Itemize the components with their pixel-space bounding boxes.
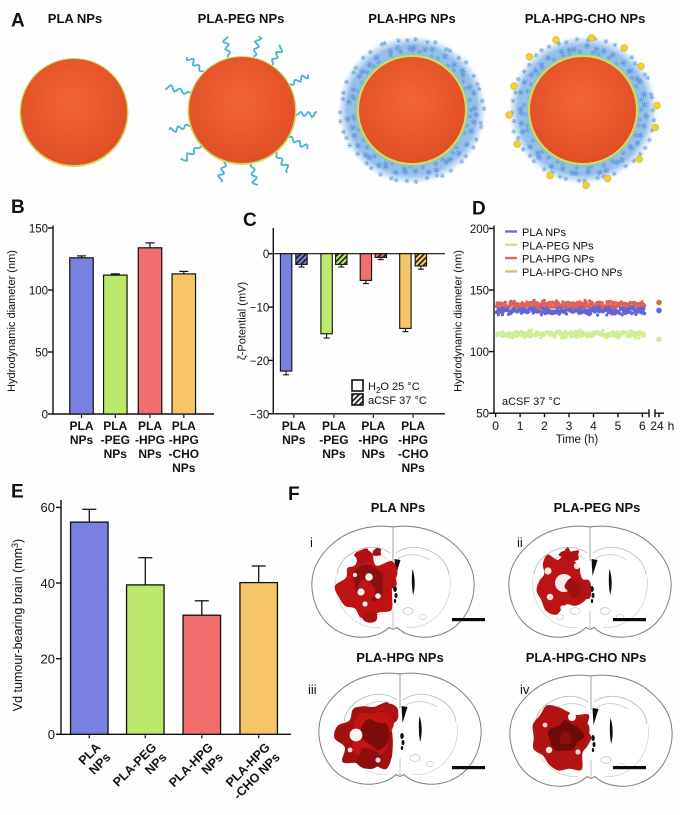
svg-text:PLA: PLA <box>70 419 94 433</box>
svg-text:PLA: PLA <box>361 419 385 433</box>
svg-text:−10: −10 <box>250 303 270 315</box>
svg-text:100: 100 <box>29 286 48 298</box>
svg-text:−30: −30 <box>250 409 270 421</box>
svg-text:24: 24 <box>650 419 664 433</box>
svg-text:Hydrodynamic diameter (nm): Hydrodynamic diameter (nm) <box>6 250 18 392</box>
svg-text:B: B <box>11 197 25 218</box>
svg-text:h: h <box>668 419 675 433</box>
svg-text:PLA: PLA <box>138 419 162 433</box>
svg-text:1: 1 <box>517 419 524 433</box>
svg-text:Vd tumour-bearing brain (mm3): Vd tumour-bearing brain (mm3) <box>10 539 25 711</box>
svg-text:PLA: PLA <box>103 419 127 433</box>
svg-text:NPs: NPs <box>401 461 425 475</box>
svg-text:PLA-HPG-CHO NPs: PLA-HPG-CHO NPs <box>525 11 646 26</box>
svg-text:PLA NPs: PLA NPs <box>522 227 567 239</box>
svg-text:50: 50 <box>476 409 489 421</box>
svg-text:-HPG: -HPG <box>358 433 388 447</box>
svg-text:PLA: PLA <box>282 419 306 433</box>
svg-text:PLA-HPG-CHO NPs: PLA-HPG-CHO NPs <box>526 650 647 665</box>
svg-text:F: F <box>288 484 300 505</box>
svg-text:NPs: NPs <box>282 433 306 447</box>
svg-text:4: 4 <box>590 419 597 433</box>
svg-text:ζ-Potential (mV): ζ-Potential (mV) <box>237 282 249 360</box>
svg-text:PLA-HPG-CHO NPs: PLA-HPG-CHO NPs <box>522 267 623 279</box>
svg-text:PLA-HPG NPs: PLA-HPG NPs <box>368 11 455 26</box>
svg-text:NPs: NPs <box>322 447 346 461</box>
svg-text:PLA-PEG NPs: PLA-PEG NPs <box>554 500 641 515</box>
svg-text:-CHO: -CHO <box>168 447 199 461</box>
svg-text:5: 5 <box>615 419 622 433</box>
svg-text:Time (h): Time (h) <box>556 434 599 446</box>
svg-text:0: 0 <box>42 410 48 422</box>
svg-text:PLA: PLA <box>172 419 196 433</box>
svg-text:NPs: NPs <box>172 461 196 475</box>
svg-text:PLA: PLA <box>401 419 425 433</box>
svg-text:-HPG: -HPG <box>135 433 165 447</box>
svg-text:E: E <box>11 482 24 503</box>
svg-text:2: 2 <box>541 419 548 433</box>
svg-text:PLA-PEG NPs: PLA-PEG NPs <box>198 11 285 26</box>
svg-text:PLA NPs: PLA NPs <box>48 11 102 26</box>
svg-text:ii: ii <box>517 535 523 550</box>
svg-text:H2O 25 °C: H2O 25 °C <box>368 381 420 395</box>
svg-text:−20: −20 <box>250 356 270 368</box>
svg-text:-HPG: -HPG <box>398 433 428 447</box>
svg-text:iii: iii <box>308 682 317 697</box>
svg-text:Hydrodynamic diameter (nm): Hydrodynamic diameter (nm) <box>453 250 465 392</box>
svg-text:150: 150 <box>29 224 48 236</box>
svg-text:PLA-HPG NPs: PLA-HPG NPs <box>522 254 595 266</box>
svg-text:-HPG: -HPG <box>169 433 199 447</box>
svg-text:NPs: NPs <box>70 433 94 447</box>
svg-text:PLA NPs: PLA NPs <box>371 500 425 515</box>
svg-text:200: 200 <box>470 224 489 236</box>
svg-text:iv: iv <box>520 682 530 697</box>
svg-text:6: 6 <box>639 419 646 433</box>
svg-text:50: 50 <box>35 348 48 360</box>
svg-text:150: 150 <box>470 286 489 298</box>
svg-text:0: 0 <box>263 249 269 261</box>
svg-text:NPs: NPs <box>138 447 162 461</box>
svg-text:60: 60 <box>41 500 55 515</box>
svg-text:NPs: NPs <box>104 447 128 461</box>
svg-text:20: 20 <box>41 652 55 667</box>
svg-text:aCSF 37 °C: aCSF 37 °C <box>502 396 561 408</box>
svg-text:-CHO: -CHO <box>398 447 429 461</box>
svg-text:PLA-PEG NPs: PLA-PEG NPs <box>522 240 594 252</box>
svg-text:40: 40 <box>41 576 55 591</box>
svg-text:aCSF 37 °C: aCSF 37 °C <box>368 395 427 407</box>
svg-text:i: i <box>310 535 313 550</box>
svg-text:PLA: PLA <box>322 419 346 433</box>
svg-text:PLA-HPG NPs: PLA-HPG NPs <box>356 650 443 665</box>
svg-text:0: 0 <box>48 727 55 742</box>
svg-text:0: 0 <box>492 419 499 433</box>
svg-text:3: 3 <box>566 419 573 433</box>
svg-text:-PEG: -PEG <box>319 433 348 447</box>
svg-text:-PEG: -PEG <box>101 433 130 447</box>
svg-text:C: C <box>243 210 257 231</box>
svg-text:100: 100 <box>470 347 489 359</box>
svg-text:A: A <box>11 11 25 32</box>
svg-text:D: D <box>472 199 486 220</box>
svg-text:NPs: NPs <box>362 447 386 461</box>
